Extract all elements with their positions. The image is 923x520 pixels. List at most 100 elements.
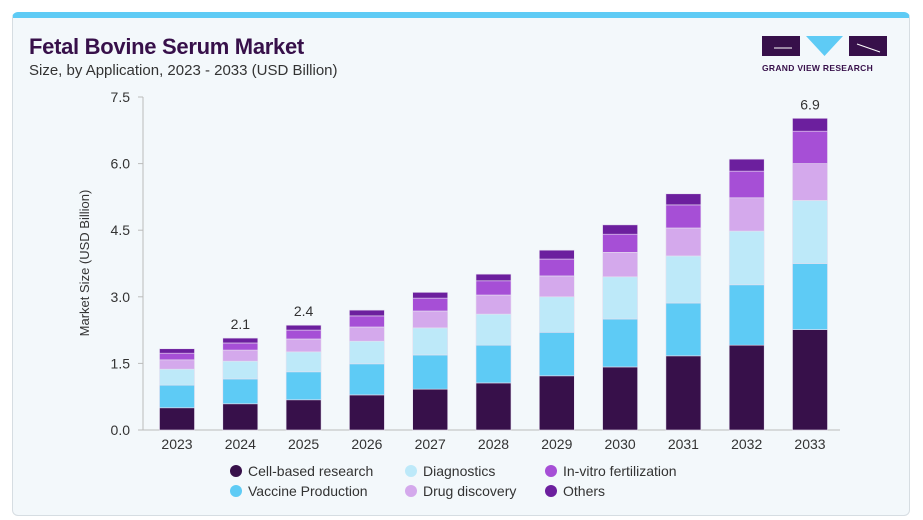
bar-segment-2024-4 xyxy=(222,342,259,351)
chart-title: Fetal Bovine Serum Market xyxy=(29,34,304,59)
bar-segment-2025-2 xyxy=(285,351,322,373)
legend: Cell-based research Diagnostics In-vitro f… xyxy=(230,463,715,499)
bar-segment-2023-2 xyxy=(159,368,195,386)
data-label-2033: 6.9 xyxy=(800,96,820,112)
bar-segment-2026-5 xyxy=(349,309,385,317)
bar-segment-2032-1 xyxy=(728,284,765,346)
bar-segment-2031-1 xyxy=(665,302,702,357)
legend-label: In-vitro fertilization xyxy=(563,463,677,479)
bar-segment-2028-1 xyxy=(475,344,512,384)
bar-segment-2025-0 xyxy=(285,399,322,431)
x-tick-label: 2026 xyxy=(351,436,382,452)
bar-segment-2033-2 xyxy=(792,200,828,264)
bar-segment-2026-1 xyxy=(349,363,385,396)
y-axis-title: Market Size (USD Billion) xyxy=(77,190,92,337)
x-tick-label: 2033 xyxy=(794,436,825,452)
bar-segment-2024-3 xyxy=(222,349,259,362)
bar-segment-2028-3 xyxy=(475,294,512,315)
legend-label: Others xyxy=(563,483,606,499)
bar-segment-2024-2 xyxy=(222,360,259,380)
bar-segment-2029-0 xyxy=(538,375,575,431)
legend-swatch-icon xyxy=(230,485,242,497)
bar-segment-2027-0 xyxy=(412,388,449,431)
bar-segment-2029-1 xyxy=(538,332,575,377)
bar-segment-2023-1 xyxy=(159,384,195,409)
legend-swatch-icon xyxy=(405,485,417,497)
bar-segment-2030-3 xyxy=(602,252,638,278)
legend-swatch-icon xyxy=(545,465,557,477)
bar-segment-2025-3 xyxy=(285,338,322,353)
bar-segment-2033-3 xyxy=(792,163,828,201)
bar-segment-2026-4 xyxy=(349,315,385,328)
bar-segment-2030-0 xyxy=(602,366,638,431)
bar-segment-2025-5 xyxy=(285,324,322,331)
bar-segment-2029-3 xyxy=(538,275,575,298)
bar-segment-2030-5 xyxy=(602,224,638,235)
y-tick-label: 6.0 xyxy=(111,156,131,172)
bar-segment-2028-4 xyxy=(475,280,512,296)
bar-segment-2033-4 xyxy=(792,130,828,164)
bar-segment-2031-5 xyxy=(665,193,702,206)
y-tick-label: 7.5 xyxy=(111,89,131,105)
legend-label: Cell-based research xyxy=(248,463,374,479)
bar-segment-2028-2 xyxy=(475,313,512,346)
legend-item: In-vitro fertilization xyxy=(545,463,715,479)
bar-segment-2030-1 xyxy=(602,318,638,368)
bar-segment-2030-2 xyxy=(602,276,638,320)
bar-segment-2024-1 xyxy=(222,378,259,405)
y-tick-label: 1.5 xyxy=(111,355,131,371)
legend-item: Cell-based research xyxy=(230,463,405,479)
x-tick-label: 2028 xyxy=(478,436,509,452)
bar-segment-2033-1 xyxy=(792,263,828,330)
grand-view-research-logo xyxy=(762,36,887,56)
bar-segment-2027-4 xyxy=(412,297,449,312)
x-tick-label: 2029 xyxy=(541,436,572,452)
bar-segment-2031-3 xyxy=(665,227,702,257)
bar-segment-2032-5 xyxy=(728,158,765,172)
bar-segment-2033-0 xyxy=(792,329,828,431)
bar-segment-2026-2 xyxy=(349,340,385,365)
legend-item: Diagnostics xyxy=(405,463,545,479)
bar-segment-2023-5 xyxy=(159,348,195,354)
y-tick-label: 4.5 xyxy=(111,222,131,238)
data-label-2025: 2.4 xyxy=(294,303,314,319)
bar-segment-2033-5 xyxy=(792,118,828,132)
bar-segment-2031-0 xyxy=(665,355,702,431)
x-tick-label: 2024 xyxy=(225,436,256,452)
bar-segment-2029-5 xyxy=(538,249,575,260)
bar-segment-2027-5 xyxy=(412,292,449,299)
bar-segment-2032-2 xyxy=(728,230,765,286)
bar-segment-2030-4 xyxy=(602,233,638,253)
bar-segment-2027-2 xyxy=(412,327,449,356)
bar-segment-2026-0 xyxy=(349,394,385,431)
bar-segment-2028-0 xyxy=(475,382,512,431)
bar-segment-2028-5 xyxy=(475,273,512,282)
y-tick-label: 3.0 xyxy=(111,289,131,305)
bar-segment-2027-3 xyxy=(412,310,449,329)
logo-text: GRAND VIEW RESEARCH xyxy=(762,63,874,73)
legend-swatch-icon xyxy=(405,465,417,477)
legend-item: Drug discovery xyxy=(405,483,545,499)
legend-label: Diagnostics xyxy=(423,463,496,479)
chart-subtitle: Size, by Application, 2023 - 2033 (USD B… xyxy=(29,62,338,79)
bar-segment-2023-4 xyxy=(159,352,195,361)
bar-segment-2026-3 xyxy=(349,326,385,342)
bar-segment-2029-4 xyxy=(538,258,575,277)
bar-segment-2031-2 xyxy=(665,255,702,304)
bar-segment-2023-0 xyxy=(159,407,195,431)
bar-segment-2031-4 xyxy=(665,204,702,229)
bar-segment-2032-4 xyxy=(728,170,765,199)
y-tick-label: 0.0 xyxy=(111,422,131,438)
x-tick-label: 2030 xyxy=(605,436,636,452)
x-tick-label: 2027 xyxy=(415,436,446,452)
legend-label: Vaccine Production xyxy=(248,483,368,499)
bar-segment-2029-2 xyxy=(538,296,575,333)
bar-segment-2032-3 xyxy=(728,197,765,232)
x-tick-label: 2025 xyxy=(288,436,319,452)
x-tick-label: 2031 xyxy=(668,436,699,452)
legend-label: Drug discovery xyxy=(423,483,517,499)
bar-segment-2023-3 xyxy=(159,359,195,370)
bar-segment-2025-1 xyxy=(285,371,322,401)
bar-segment-2024-0 xyxy=(222,403,259,431)
